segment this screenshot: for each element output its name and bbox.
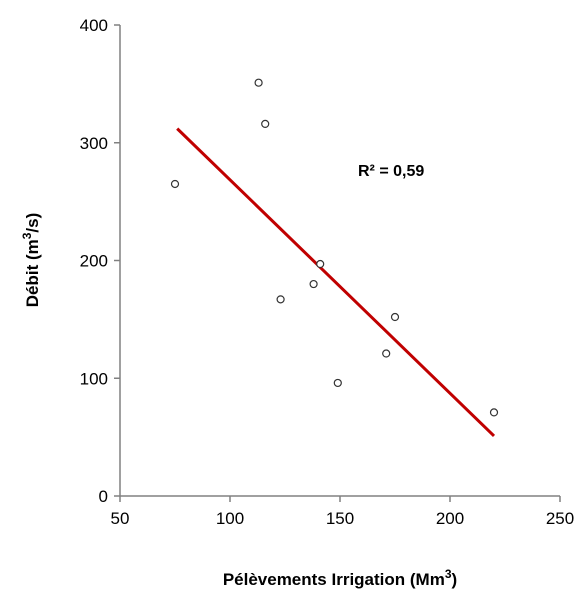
data-point bbox=[316, 259, 325, 269]
data-point bbox=[276, 295, 285, 304]
y-tick-label: 300 bbox=[80, 134, 108, 153]
y-axis-ticks: 0 100 200 300 400 bbox=[80, 16, 120, 506]
data-point bbox=[309, 279, 318, 289]
trendline bbox=[176, 127, 496, 438]
data-point bbox=[382, 349, 391, 358]
x-tick-label: 100 bbox=[216, 509, 244, 528]
x-tick-label: 250 bbox=[546, 509, 574, 528]
trendline-group bbox=[176, 127, 496, 438]
data-points bbox=[170, 78, 499, 417]
x-tick-label: 200 bbox=[436, 509, 464, 528]
y-tick-label: 100 bbox=[80, 369, 108, 388]
r-squared-annotation: R² = 0,59 bbox=[358, 163, 424, 180]
y-tick-label: 200 bbox=[80, 252, 108, 271]
data-point bbox=[261, 119, 270, 129]
y-tick-label: 400 bbox=[80, 16, 108, 35]
x-axis-title: Pélèvements Irrigation (Mm3) bbox=[223, 567, 457, 589]
data-point bbox=[254, 78, 263, 87]
x-tick-label: 150 bbox=[326, 509, 354, 528]
data-point bbox=[390, 312, 400, 322]
data-point bbox=[170, 179, 180, 189]
data-point bbox=[489, 408, 499, 417]
x-axis-ticks: 50 100 150 200 250 bbox=[111, 496, 574, 528]
data-point bbox=[333, 378, 342, 388]
y-tick-label: 0 bbox=[99, 487, 108, 506]
y-axis-title: Débit (m3/s) bbox=[20, 213, 42, 308]
x-tick-label: 50 bbox=[111, 509, 130, 528]
